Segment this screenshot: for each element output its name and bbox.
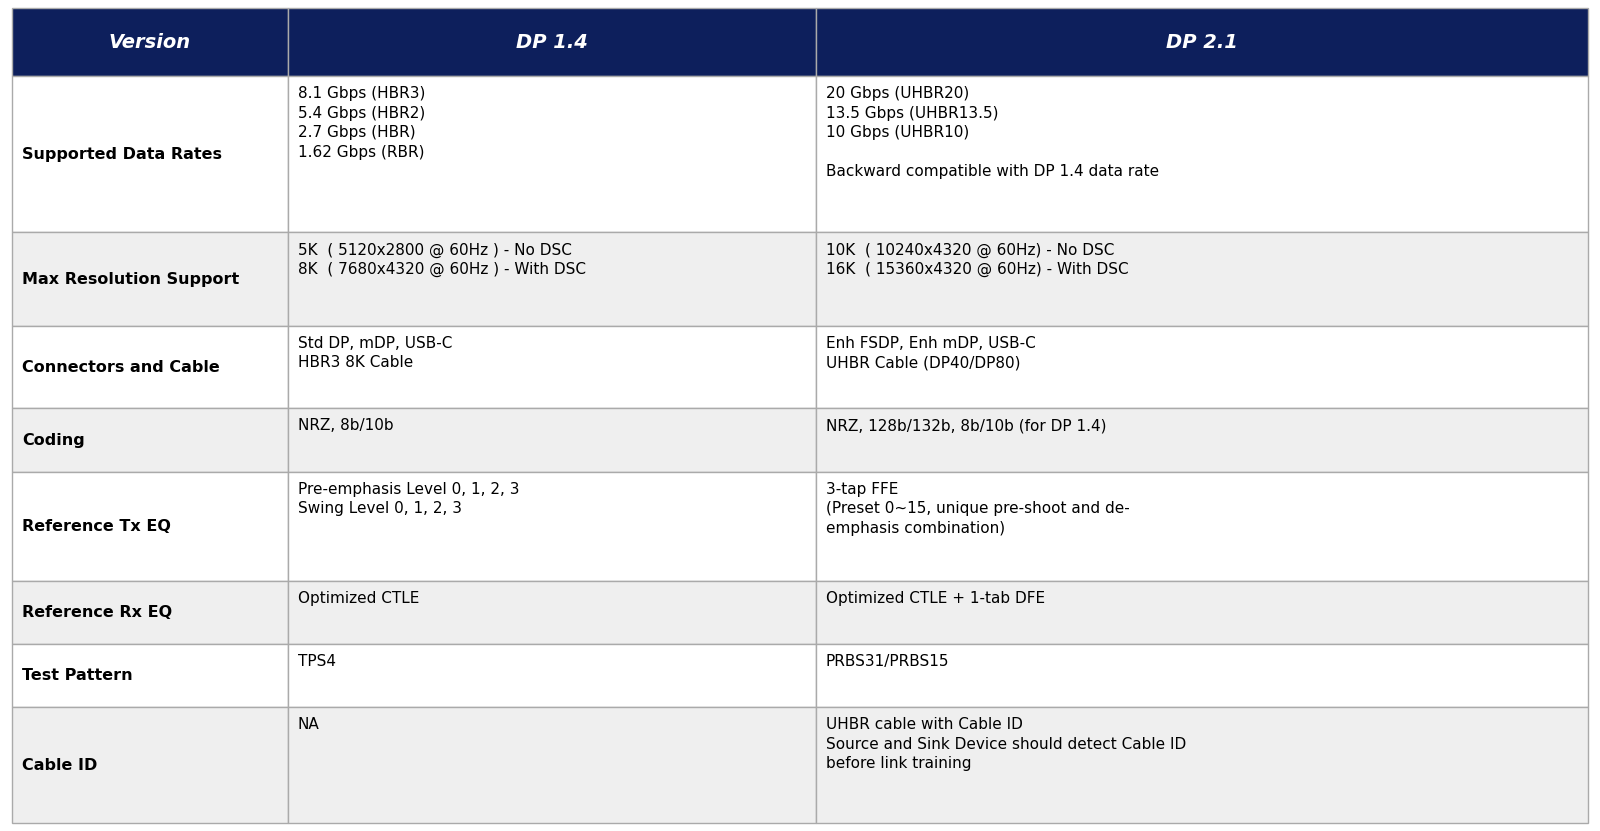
Text: 5.4 Gbps (HBR2): 5.4 Gbps (HBR2) (298, 106, 426, 121)
Text: (Preset 0~15, unique pre-shoot and de-: (Preset 0~15, unique pre-shoot and de- (826, 501, 1130, 516)
Bar (13, 472, 288, 581)
Text: 10K  ( 10240x4320 @ 60Hz) - No DSC: 10K ( 10240x4320 @ 60Hz) - No DSC (826, 243, 1114, 258)
Text: 20 Gbps (UHBR20): 20 Gbps (UHBR20) (826, 86, 970, 101)
Text: NA: NA (298, 717, 320, 732)
Bar (288, 409, 816, 472)
Bar (13, 581, 288, 644)
Bar (13, 409, 288, 472)
Bar (816, 326, 1587, 409)
Text: Std DP, mDP, USB-C: Std DP, mDP, USB-C (298, 336, 453, 351)
Text: Test Pattern: Test Pattern (22, 668, 133, 683)
Text: 1.62 Gbps (RBR): 1.62 Gbps (RBR) (298, 145, 424, 160)
Bar (13, 326, 288, 409)
Text: Source and Sink Device should detect Cable ID: Source and Sink Device should detect Cab… (826, 737, 1186, 752)
Text: Pre-emphasis Level 0, 1, 2, 3: Pre-emphasis Level 0, 1, 2, 3 (298, 482, 520, 497)
Text: Supported Data Rates: Supported Data Rates (22, 147, 222, 162)
Text: DP 2.1: DP 2.1 (1166, 32, 1238, 52)
Text: Reference Tx EQ: Reference Tx EQ (22, 519, 171, 534)
Text: 8.1 Gbps (HBR3): 8.1 Gbps (HBR3) (298, 86, 426, 101)
Bar (816, 472, 1587, 581)
Text: 16K  ( 15360x4320 @ 60Hz) - With DSC: 16K ( 15360x4320 @ 60Hz) - With DSC (826, 262, 1128, 277)
Bar (288, 326, 816, 409)
Text: Optimized CTLE: Optimized CTLE (298, 591, 419, 606)
Bar (13, 8, 288, 76)
Text: 5K  ( 5120x2800 @ 60Hz ) - No DSC: 5K ( 5120x2800 @ 60Hz ) - No DSC (298, 243, 571, 258)
Text: Enh FSDP, Enh mDP, USB-C: Enh FSDP, Enh mDP, USB-C (826, 336, 1035, 351)
Bar (13, 644, 288, 707)
Text: Reference Rx EQ: Reference Rx EQ (22, 605, 173, 620)
Bar (13, 707, 288, 823)
Bar (816, 581, 1587, 644)
Text: Coding: Coding (22, 433, 85, 448)
Text: NRZ, 8b/10b: NRZ, 8b/10b (298, 419, 394, 434)
Bar (288, 707, 816, 823)
Text: Optimized CTLE + 1-tab DFE: Optimized CTLE + 1-tab DFE (826, 591, 1045, 606)
Bar (288, 644, 816, 707)
Bar (816, 644, 1587, 707)
Text: Connectors and Cable: Connectors and Cable (22, 360, 219, 375)
Text: Swing Level 0, 1, 2, 3: Swing Level 0, 1, 2, 3 (298, 501, 462, 516)
Text: TPS4: TPS4 (298, 654, 336, 669)
Bar (816, 76, 1587, 233)
Text: PRBS31/PRBS15: PRBS31/PRBS15 (826, 654, 949, 669)
Bar (288, 76, 816, 233)
Bar (288, 581, 816, 644)
Text: UHBR Cable (DP40/DP80): UHBR Cable (DP40/DP80) (826, 356, 1021, 371)
Text: UHBR cable with Cable ID: UHBR cable with Cable ID (826, 717, 1022, 732)
Text: Cable ID: Cable ID (22, 758, 98, 773)
Text: Version: Version (109, 32, 190, 52)
Text: 2.7 Gbps (HBR): 2.7 Gbps (HBR) (298, 125, 416, 140)
Bar (288, 472, 816, 581)
Text: before link training: before link training (826, 756, 971, 771)
Bar (288, 8, 816, 76)
Bar (13, 76, 288, 233)
Text: Backward compatible with DP 1.4 data rate: Backward compatible with DP 1.4 data rat… (826, 165, 1158, 179)
Bar (13, 233, 288, 326)
Text: 10 Gbps (UHBR10): 10 Gbps (UHBR10) (826, 125, 970, 140)
Text: Max Resolution Support: Max Resolution Support (22, 272, 240, 287)
Text: NRZ, 128b/132b, 8b/10b (for DP 1.4): NRZ, 128b/132b, 8b/10b (for DP 1.4) (826, 419, 1106, 434)
Text: 8K  ( 7680x4320 @ 60Hz ) - With DSC: 8K ( 7680x4320 @ 60Hz ) - With DSC (298, 262, 586, 277)
Bar (816, 8, 1587, 76)
Bar (816, 707, 1587, 823)
Bar (816, 409, 1587, 472)
Text: DP 1.4: DP 1.4 (515, 32, 587, 52)
Text: 3-tap FFE: 3-tap FFE (826, 482, 898, 497)
Text: emphasis combination): emphasis combination) (826, 521, 1005, 536)
Bar (816, 233, 1587, 326)
Bar (288, 233, 816, 326)
Text: HBR3 8K Cable: HBR3 8K Cable (298, 356, 413, 371)
Text: 13.5 Gbps (UHBR13.5): 13.5 Gbps (UHBR13.5) (826, 106, 998, 121)
